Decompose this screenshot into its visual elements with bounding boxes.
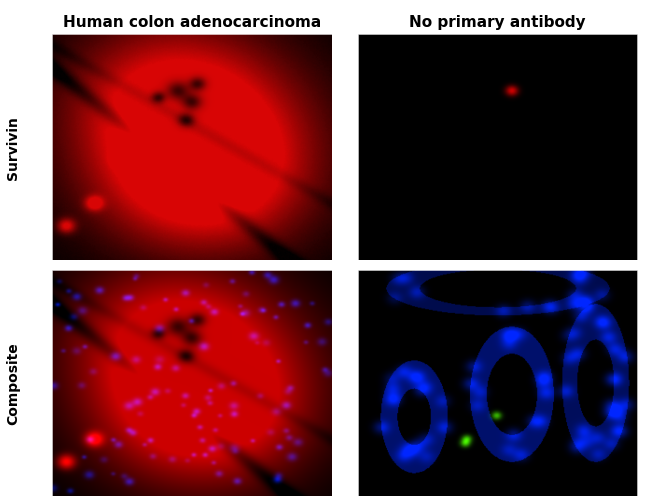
Text: Composite: Composite: [6, 342, 21, 424]
Text: Human colon adenocarcinoma: Human colon adenocarcinoma: [62, 15, 321, 30]
Text: Survivin: Survivin: [6, 116, 21, 180]
Text: No primary antibody: No primary antibody: [409, 15, 586, 30]
